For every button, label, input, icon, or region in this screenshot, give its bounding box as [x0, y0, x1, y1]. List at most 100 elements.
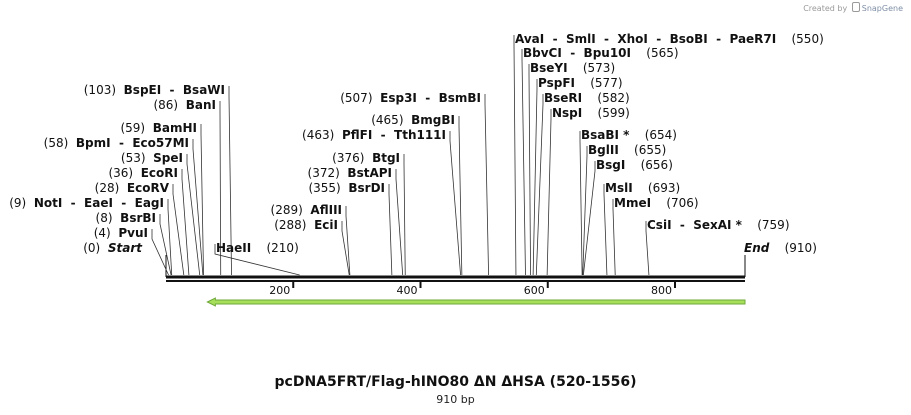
- site-leader: [528, 64, 531, 276]
- site-label-bsrdi[interactable]: (355) BsrDI: [308, 181, 385, 195]
- site-label-spei[interactable]: (53) SpeI: [121, 151, 183, 165]
- enzyme-name: XhoI: [617, 32, 648, 46]
- site-label-bbvci[interactable]: BbvCI - Bpu10I (565): [523, 46, 679, 60]
- site-label-bsabi[interactable]: BsaBI * (654): [581, 128, 677, 142]
- enzyme-name: End: [744, 241, 770, 255]
- site-position: (582): [582, 91, 630, 105]
- site-label-bani[interactable]: (86) BanI: [153, 98, 216, 112]
- site-leader: [582, 146, 588, 276]
- site-position: (550): [776, 32, 824, 46]
- site-position: (376): [332, 151, 372, 165]
- site-position: (4): [94, 226, 119, 240]
- enzyme-name: BsmBI: [439, 91, 481, 105]
- site-position: (654): [629, 128, 677, 142]
- site-label-noti[interactable]: (9) NotI - EaeI - EagI: [9, 196, 164, 210]
- site-label-msli[interactable]: MslI (693): [605, 181, 680, 195]
- enzyme-name: BsrBI: [120, 211, 156, 225]
- site-label-csii[interactable]: CsiI - SexAI * (759): [647, 218, 790, 232]
- feature-arrow[interactable]: [206, 297, 746, 307]
- site-label-text: HaeII (210): [216, 241, 299, 255]
- enzyme-name: EaeI: [84, 196, 113, 210]
- site-label-pspfi[interactable]: PspFI (577): [538, 76, 623, 90]
- name-separator: -: [562, 46, 584, 60]
- site-leader: [214, 244, 300, 276]
- name-separator: -: [372, 128, 394, 142]
- site-label-bmgbi[interactable]: (465) BmgBI: [371, 113, 455, 127]
- site-label-bamhi[interactable]: (59) BamHI: [120, 121, 197, 135]
- site-label-esp3i[interactable]: (507) Esp3I - BsmBI: [340, 91, 481, 105]
- site-leader: [172, 184, 185, 276]
- site-position: (36): [108, 166, 140, 180]
- site-label-pflfi[interactable]: (463) PflFI - Tth111I: [302, 128, 446, 142]
- name-separator: -: [596, 32, 618, 46]
- site-label-bspei[interactable]: (103) BspEI - BsaWI: [84, 83, 225, 97]
- site-label-bsgi[interactable]: BsgI (656): [596, 158, 673, 172]
- enzyme-name: EcoRV: [127, 181, 170, 195]
- site-label-ecorv[interactable]: (28) EcoRV: [95, 181, 170, 195]
- site-label-text: (53) SpeI: [121, 151, 183, 165]
- site-position: (86): [153, 98, 185, 112]
- site-label-mmei[interactable]: MmeI (706): [614, 196, 699, 210]
- site-label-afliii[interactable]: (289) AflIII: [271, 203, 342, 217]
- enzyme-name: BmgBI: [411, 113, 455, 127]
- site-label-text: End (910): [744, 241, 817, 255]
- site-leader: [532, 79, 538, 276]
- site-label-text: (86) BanI: [153, 98, 216, 112]
- enzyme-name: BsaBI *: [581, 128, 630, 142]
- site-position: (9): [9, 196, 34, 210]
- enzyme-name: AflIII: [310, 203, 342, 217]
- site-label-pvui[interactable]: (4) PvuI: [94, 226, 148, 240]
- site-label-ecori[interactable]: (36) EcoRI: [108, 166, 178, 180]
- site-leader: [159, 214, 172, 276]
- enzyme-name: SexAI *: [693, 218, 742, 232]
- enzyme-name: Start: [108, 241, 143, 255]
- created-by-label: Created by: [803, 4, 848, 13]
- site-label-text: BseRI (582): [544, 91, 630, 105]
- site-position: (355): [308, 181, 348, 195]
- site-label-bpmi[interactable]: (58) BpmI - Eco57MI: [44, 136, 189, 150]
- site-position: (759): [742, 218, 790, 232]
- enzyme-name: Tth111I: [394, 128, 446, 142]
- site-position: (465): [371, 113, 411, 127]
- site-label-nspi[interactable]: NspI (599): [552, 106, 630, 120]
- site-position: (599): [582, 106, 630, 120]
- enzyme-name: SpeI: [153, 151, 183, 165]
- site-label-end[interactable]: End (910): [744, 241, 817, 255]
- enzyme-name: BsaWI: [183, 83, 225, 97]
- site-position: (656): [625, 158, 673, 172]
- site-label-text: (103) BspEI - BsaWI: [84, 83, 225, 97]
- enzyme-name: BstAPI: [347, 166, 392, 180]
- enzyme-name: Bpu10I: [584, 46, 631, 60]
- site-position: (53): [121, 151, 153, 165]
- site-position: (58): [44, 136, 76, 150]
- site-position: (565): [631, 46, 679, 60]
- site-leader: [219, 101, 222, 276]
- site-position: (910): [769, 241, 817, 255]
- axis-tick-label: 600: [524, 284, 545, 297]
- enzyme-name: BbvCI: [523, 46, 562, 60]
- site-label-text: AvaI - SmlI - XhoI - BsoBI - PaeR7I (550…: [515, 32, 824, 46]
- site-label-text: (28) EcoRV: [95, 181, 170, 195]
- name-separator: -: [648, 32, 670, 46]
- site-position: (655): [619, 143, 667, 157]
- enzyme-name: BpmI: [76, 136, 111, 150]
- site-label-bstapi[interactable]: (372) BstAPI: [308, 166, 392, 180]
- site-leader: [645, 221, 650, 276]
- site-label-ecii[interactable]: (288) EciI: [274, 218, 338, 232]
- site-label-bglii[interactable]: BglII (655): [588, 143, 666, 157]
- enzyme-name: BtgI: [372, 151, 400, 165]
- site-label-start[interactable]: (0) Start: [83, 241, 143, 255]
- site-leader: [484, 94, 489, 276]
- site-label-haeii[interactable]: HaeII (210): [216, 241, 299, 255]
- site-label-avai[interactable]: AvaI - SmlI - XhoI - BsoBI - PaeR7I (550…: [515, 32, 824, 46]
- site-position: (28): [95, 181, 127, 195]
- site-label-bsrbi[interactable]: (8) BsrBI: [96, 211, 156, 225]
- site-position: (103): [84, 83, 124, 97]
- site-label-bseri[interactable]: BseRI (582): [544, 91, 630, 105]
- site-label-btgi[interactable]: (376) BtgI: [332, 151, 400, 165]
- name-separator: -: [161, 83, 183, 97]
- site-label-text: BglII (655): [588, 143, 666, 157]
- site-position: (573): [568, 61, 616, 75]
- site-label-bseyi[interactable]: BseYI (573): [530, 61, 615, 75]
- plasmid-length: 910 bp: [436, 393, 475, 406]
